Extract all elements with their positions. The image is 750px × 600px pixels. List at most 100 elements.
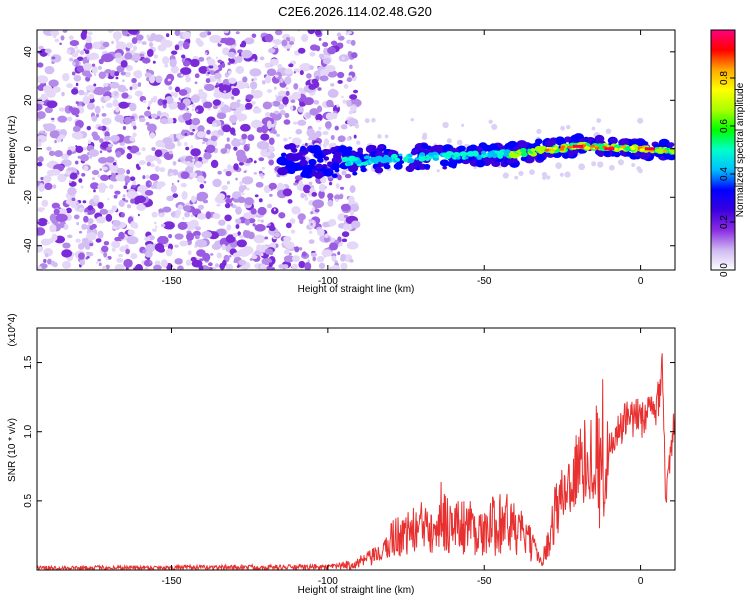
noise-blob <box>182 112 192 121</box>
x-tick-label: 0 <box>638 576 644 587</box>
noise-blob <box>349 209 354 216</box>
noise-blob <box>340 203 351 212</box>
signal-blob <box>348 155 357 162</box>
signal-max <box>644 147 655 151</box>
noise-blob <box>233 163 239 171</box>
noise-blob <box>167 78 172 82</box>
noise-blob <box>250 119 263 129</box>
noise-blob <box>170 65 179 74</box>
noise-blob <box>183 205 192 212</box>
noise-blob <box>336 104 339 108</box>
noise-blob <box>174 86 181 93</box>
noise-blob <box>340 253 346 259</box>
noise-blob <box>323 138 330 146</box>
noise-blob <box>313 99 320 105</box>
noise-blob <box>157 158 162 165</box>
noise-blob <box>46 162 55 168</box>
signal-blob <box>308 145 319 154</box>
noise-blob <box>177 204 184 210</box>
noise-blob <box>198 56 205 62</box>
noise-blob <box>82 95 91 105</box>
noise-blob <box>169 134 174 138</box>
noise-blob <box>129 145 140 154</box>
noise-blob <box>325 65 336 73</box>
noise-blob <box>289 41 295 46</box>
noise-blob <box>105 213 113 222</box>
noise-blob <box>331 255 337 262</box>
noise-blob <box>246 187 250 191</box>
noise-blob <box>132 180 137 186</box>
noise-blob <box>122 146 126 150</box>
noise-blob <box>328 218 337 227</box>
noise-blob <box>146 34 151 39</box>
noise-blob <box>266 203 273 209</box>
noise-blob <box>66 49 72 55</box>
noise-blob <box>129 176 136 182</box>
noise-blob <box>207 71 211 75</box>
noise-blob <box>195 239 208 248</box>
noise-blob <box>337 79 343 84</box>
noise-blob <box>245 102 253 110</box>
noise-blob <box>253 234 266 244</box>
signal-blob <box>331 173 338 179</box>
noise-blob <box>257 206 267 216</box>
noise-blob <box>50 54 62 63</box>
noise-blob <box>62 73 70 82</box>
noise-blob <box>172 193 179 198</box>
noise-blob <box>488 119 493 124</box>
noise-blob <box>145 243 155 253</box>
noise-blob <box>297 213 306 221</box>
noise-blob <box>226 180 231 185</box>
noise-blob <box>79 50 85 55</box>
noise-blob <box>339 186 345 190</box>
noise-blob <box>194 81 198 85</box>
noise-blob <box>194 73 200 79</box>
noise-blob <box>249 81 258 90</box>
noise-blob <box>617 159 624 166</box>
noise-blob <box>115 173 127 182</box>
noise-blob <box>204 52 208 55</box>
noise-blob <box>45 253 49 258</box>
signal-blob <box>464 156 469 160</box>
noise-blob <box>124 52 133 60</box>
signal-blob <box>482 144 491 152</box>
noise-blob <box>58 134 66 140</box>
signal-blob <box>439 159 450 167</box>
noise-blob <box>342 99 348 104</box>
noise-blob <box>113 95 116 98</box>
noise-blob <box>266 122 272 130</box>
noise-blob <box>325 99 334 108</box>
noise-blob <box>121 92 129 99</box>
noise-blob <box>371 117 376 123</box>
noise-blob <box>58 107 66 112</box>
noise-blob <box>71 52 79 58</box>
noise-blob <box>245 94 254 100</box>
noise-blob <box>41 101 45 105</box>
noise-blob <box>91 115 98 122</box>
noise-blob <box>545 175 551 180</box>
noise-blob <box>73 131 84 140</box>
signal-blob <box>427 152 434 157</box>
signal-blob <box>351 151 357 156</box>
noise-blob <box>107 197 110 201</box>
noise-blob <box>69 57 74 62</box>
noise-blob <box>168 233 173 239</box>
noise-blob <box>250 208 257 215</box>
noise-blob <box>210 253 214 256</box>
noise-blob <box>190 94 200 103</box>
noise-blob <box>225 234 236 243</box>
noise-blob <box>210 159 219 169</box>
noise-blob <box>133 267 138 270</box>
noise-blob <box>235 224 240 230</box>
noise-blob <box>74 46 78 49</box>
noise-blob <box>312 256 317 262</box>
noise-blob <box>335 183 340 189</box>
noise-blob <box>168 150 173 155</box>
spectrogram-x-axis: -150 -100 -50 0 <box>161 30 644 287</box>
noise-blob <box>174 244 179 248</box>
signal-blob <box>433 152 438 156</box>
noise-blob <box>207 58 216 66</box>
noise-blob <box>321 249 333 257</box>
noise-blob <box>146 48 154 57</box>
noise-blob <box>283 119 291 125</box>
